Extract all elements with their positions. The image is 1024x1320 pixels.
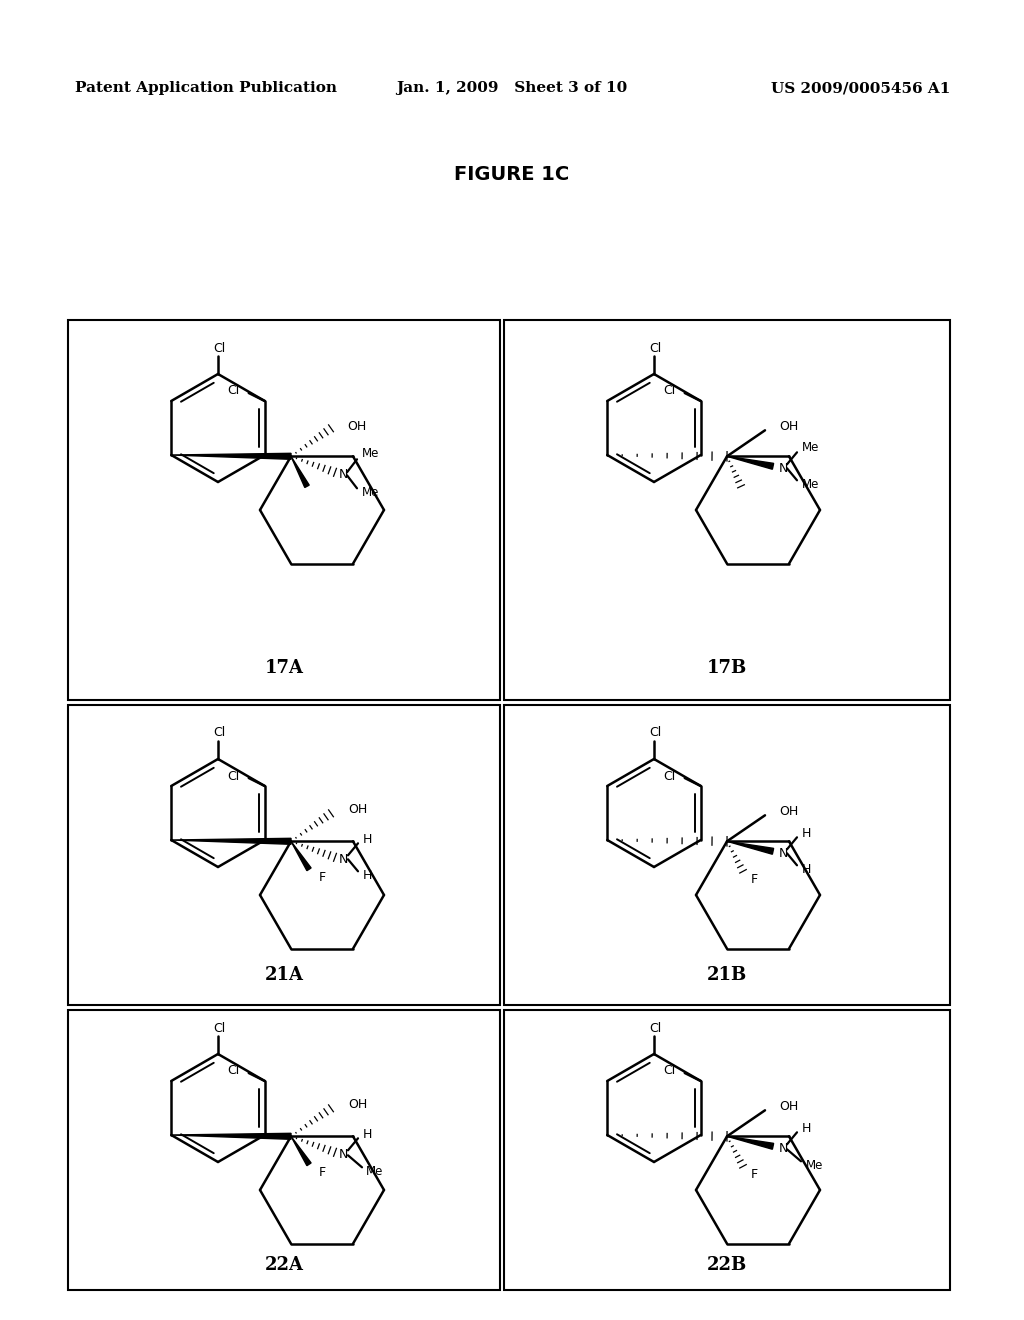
Text: Cl: Cl: [227, 384, 240, 397]
Text: H: H: [802, 826, 811, 840]
Text: 21A: 21A: [264, 966, 303, 983]
Bar: [504, 1010, 950, 1290]
Text: F: F: [319, 1166, 326, 1179]
Text: N: N: [778, 462, 787, 475]
Polygon shape: [171, 453, 291, 459]
Text: Cl: Cl: [213, 726, 225, 739]
Polygon shape: [727, 841, 774, 854]
Text: Cl: Cl: [649, 342, 662, 355]
Text: Patent Application Publication: Patent Application Publication: [75, 81, 337, 95]
Text: Me: Me: [802, 441, 819, 454]
Bar: [68, 705, 500, 1005]
Text: OH: OH: [779, 1100, 799, 1113]
Text: Me: Me: [806, 1159, 823, 1172]
Text: F: F: [751, 1168, 758, 1181]
Text: Cl: Cl: [664, 770, 676, 783]
Text: Cl: Cl: [227, 770, 240, 783]
Text: US 2009/0005456 A1: US 2009/0005456 A1: [771, 81, 950, 95]
Text: N: N: [338, 1148, 348, 1160]
Bar: [68, 319, 500, 700]
Text: 17A: 17A: [264, 659, 303, 677]
Text: H: H: [362, 833, 373, 846]
Text: H: H: [362, 869, 373, 882]
Text: Cl: Cl: [213, 342, 225, 355]
Text: Cl: Cl: [664, 1064, 676, 1077]
Text: FIGURE 1C: FIGURE 1C: [455, 165, 569, 185]
Text: 17B: 17B: [707, 659, 748, 677]
Bar: [504, 319, 950, 700]
Polygon shape: [291, 1137, 311, 1166]
Text: 21B: 21B: [707, 966, 748, 983]
Polygon shape: [171, 1134, 291, 1139]
Text: N: N: [778, 1142, 787, 1155]
Text: H: H: [802, 863, 811, 875]
Bar: [504, 705, 950, 1005]
Polygon shape: [291, 841, 311, 871]
Text: Me: Me: [366, 1164, 383, 1177]
Text: Cl: Cl: [649, 1022, 662, 1035]
Text: OH: OH: [779, 420, 799, 433]
Text: Me: Me: [362, 486, 379, 499]
Text: OH: OH: [348, 803, 368, 816]
Polygon shape: [727, 1137, 774, 1150]
Text: N: N: [778, 847, 787, 859]
Text: OH: OH: [779, 805, 799, 818]
Text: OH: OH: [347, 420, 367, 433]
Text: OH: OH: [348, 1098, 368, 1111]
Text: Me: Me: [362, 446, 379, 459]
Text: 22B: 22B: [707, 1257, 748, 1274]
Polygon shape: [291, 457, 309, 487]
Text: Cl: Cl: [227, 1064, 240, 1077]
Text: Cl: Cl: [213, 1022, 225, 1035]
Text: Me: Me: [802, 478, 819, 491]
Bar: [68, 1010, 500, 1290]
Text: Cl: Cl: [649, 726, 662, 739]
Text: F: F: [319, 871, 326, 884]
Polygon shape: [171, 838, 291, 845]
Polygon shape: [727, 457, 774, 469]
Text: 22A: 22A: [264, 1257, 303, 1274]
Text: N: N: [338, 467, 348, 480]
Text: F: F: [751, 873, 758, 886]
Text: Cl: Cl: [664, 384, 676, 397]
Text: H: H: [802, 1122, 811, 1135]
Text: Jan. 1, 2009   Sheet 3 of 10: Jan. 1, 2009 Sheet 3 of 10: [396, 81, 628, 95]
Text: N: N: [338, 853, 348, 866]
Text: H: H: [362, 1127, 373, 1140]
